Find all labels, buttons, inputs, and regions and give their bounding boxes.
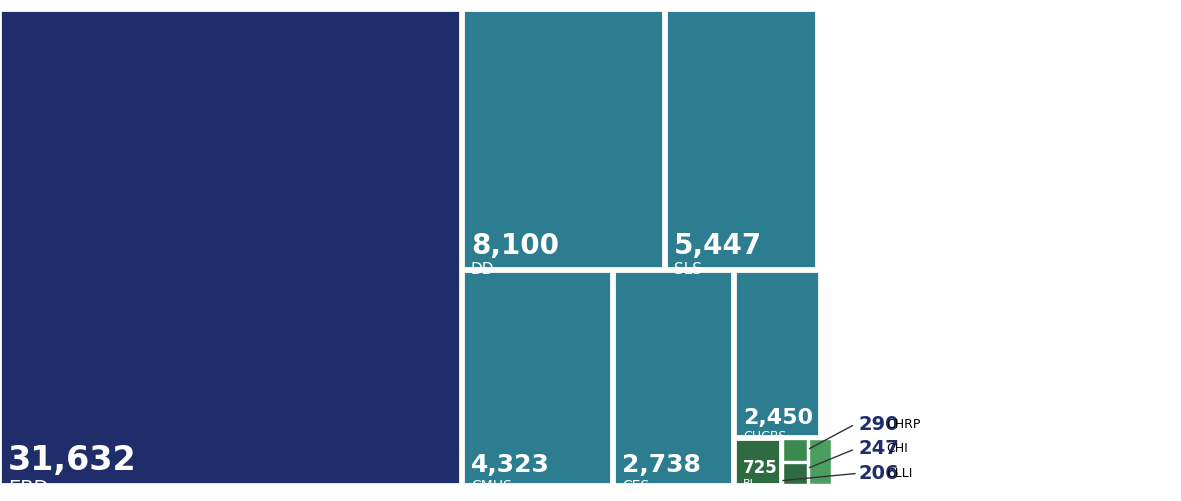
Text: CES: CES <box>622 478 650 492</box>
Text: 8,100: 8,100 <box>471 232 559 261</box>
Bar <box>463 272 611 484</box>
Bar <box>614 272 732 484</box>
Bar <box>783 439 807 461</box>
Bar <box>783 463 801 484</box>
Text: BI: BI <box>743 478 753 488</box>
Text: 725: 725 <box>743 458 778 476</box>
Bar <box>0 10 461 484</box>
Bar <box>809 439 831 484</box>
Text: CLLI: CLLI <box>886 467 913 480</box>
Bar <box>783 439 807 461</box>
Text: 247: 247 <box>859 439 899 458</box>
Text: DD: DD <box>471 263 495 278</box>
Text: 2,450: 2,450 <box>743 408 814 428</box>
Bar <box>783 463 807 474</box>
Text: 5,447: 5,447 <box>674 232 762 261</box>
Text: SLS: SLS <box>674 263 702 278</box>
Text: CHI: CHI <box>886 442 908 455</box>
Bar <box>735 272 818 436</box>
Bar <box>735 439 779 484</box>
Text: 2,738: 2,738 <box>622 452 700 476</box>
Text: CHCBS: CHCBS <box>743 430 787 443</box>
Text: 206: 206 <box>859 464 899 483</box>
Bar <box>463 10 663 269</box>
Text: CHRP: CHRP <box>886 418 920 431</box>
Text: 290: 290 <box>859 415 899 434</box>
Bar <box>666 10 816 269</box>
Text: EBD: EBD <box>8 478 48 497</box>
Text: CMHS: CMHS <box>471 478 511 492</box>
Text: 4,323: 4,323 <box>471 452 550 476</box>
Bar <box>783 463 807 484</box>
Text: 31,632: 31,632 <box>8 443 137 476</box>
